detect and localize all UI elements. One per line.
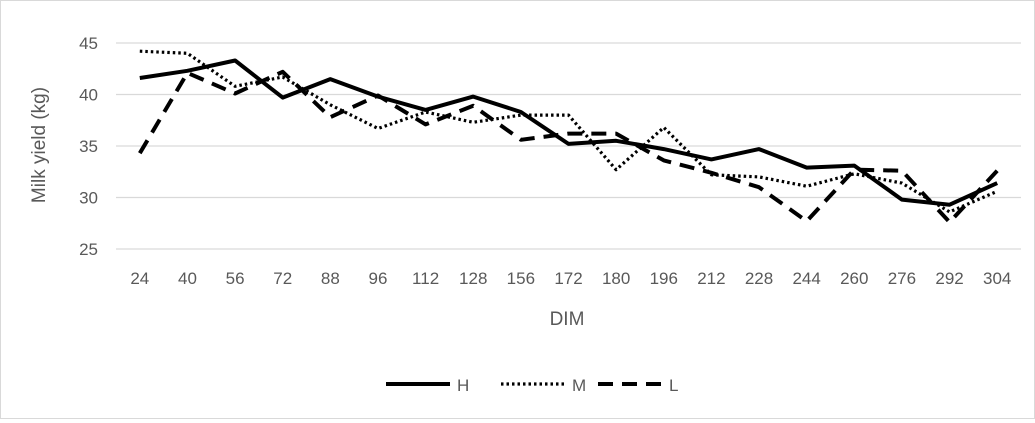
y-tick-label: 45 [79, 34, 98, 53]
y-axis-ticks: 25 30 35 40 45 [79, 34, 98, 259]
y-tick-label: 35 [79, 137, 98, 156]
x-tick-label: 72 [273, 269, 292, 288]
x-tick-label: 56 [226, 269, 245, 288]
x-tick-label: 40 [178, 269, 197, 288]
x-tick-label: 244 [792, 269, 820, 288]
x-tick-label: 112 [412, 269, 439, 288]
x-axis-title: DIM [550, 309, 585, 330]
x-tick-label: 212 [697, 269, 725, 288]
x-tick-label: 128 [459, 269, 487, 288]
legend-label-H: H [457, 376, 469, 395]
legend-label-M: M [572, 376, 586, 395]
series-lines [140, 51, 998, 222]
x-tick-label: 24 [130, 269, 149, 288]
x-axis-ticks: 24 40 56 72 88 96 112 128 156 172 180 196 212 228 244 2… [130, 269, 1011, 288]
x-tick-label: 228 [745, 269, 773, 288]
x-tick-label: 260 [840, 269, 868, 288]
legend-label-L: L [669, 376, 678, 395]
y-tick-label: 25 [79, 240, 98, 259]
x-tick-label: 180 [602, 269, 630, 288]
x-tick-label: 304 [983, 269, 1011, 288]
x-tick-label: 196 [650, 269, 678, 288]
x-tick-label: 156 [507, 269, 535, 288]
x-tick-label: 292 [935, 269, 963, 288]
y-axis-title: Milk yield (kg) [29, 87, 50, 203]
x-tick-label: 88 [321, 269, 340, 288]
y-tick-label: 30 [79, 189, 98, 208]
y-tick-label: 40 [79, 86, 98, 105]
x-tick-label: 96 [369, 269, 388, 288]
x-tick-label: 276 [888, 269, 916, 288]
x-tick-label: 172 [554, 269, 582, 288]
series-line-M [140, 51, 997, 212]
